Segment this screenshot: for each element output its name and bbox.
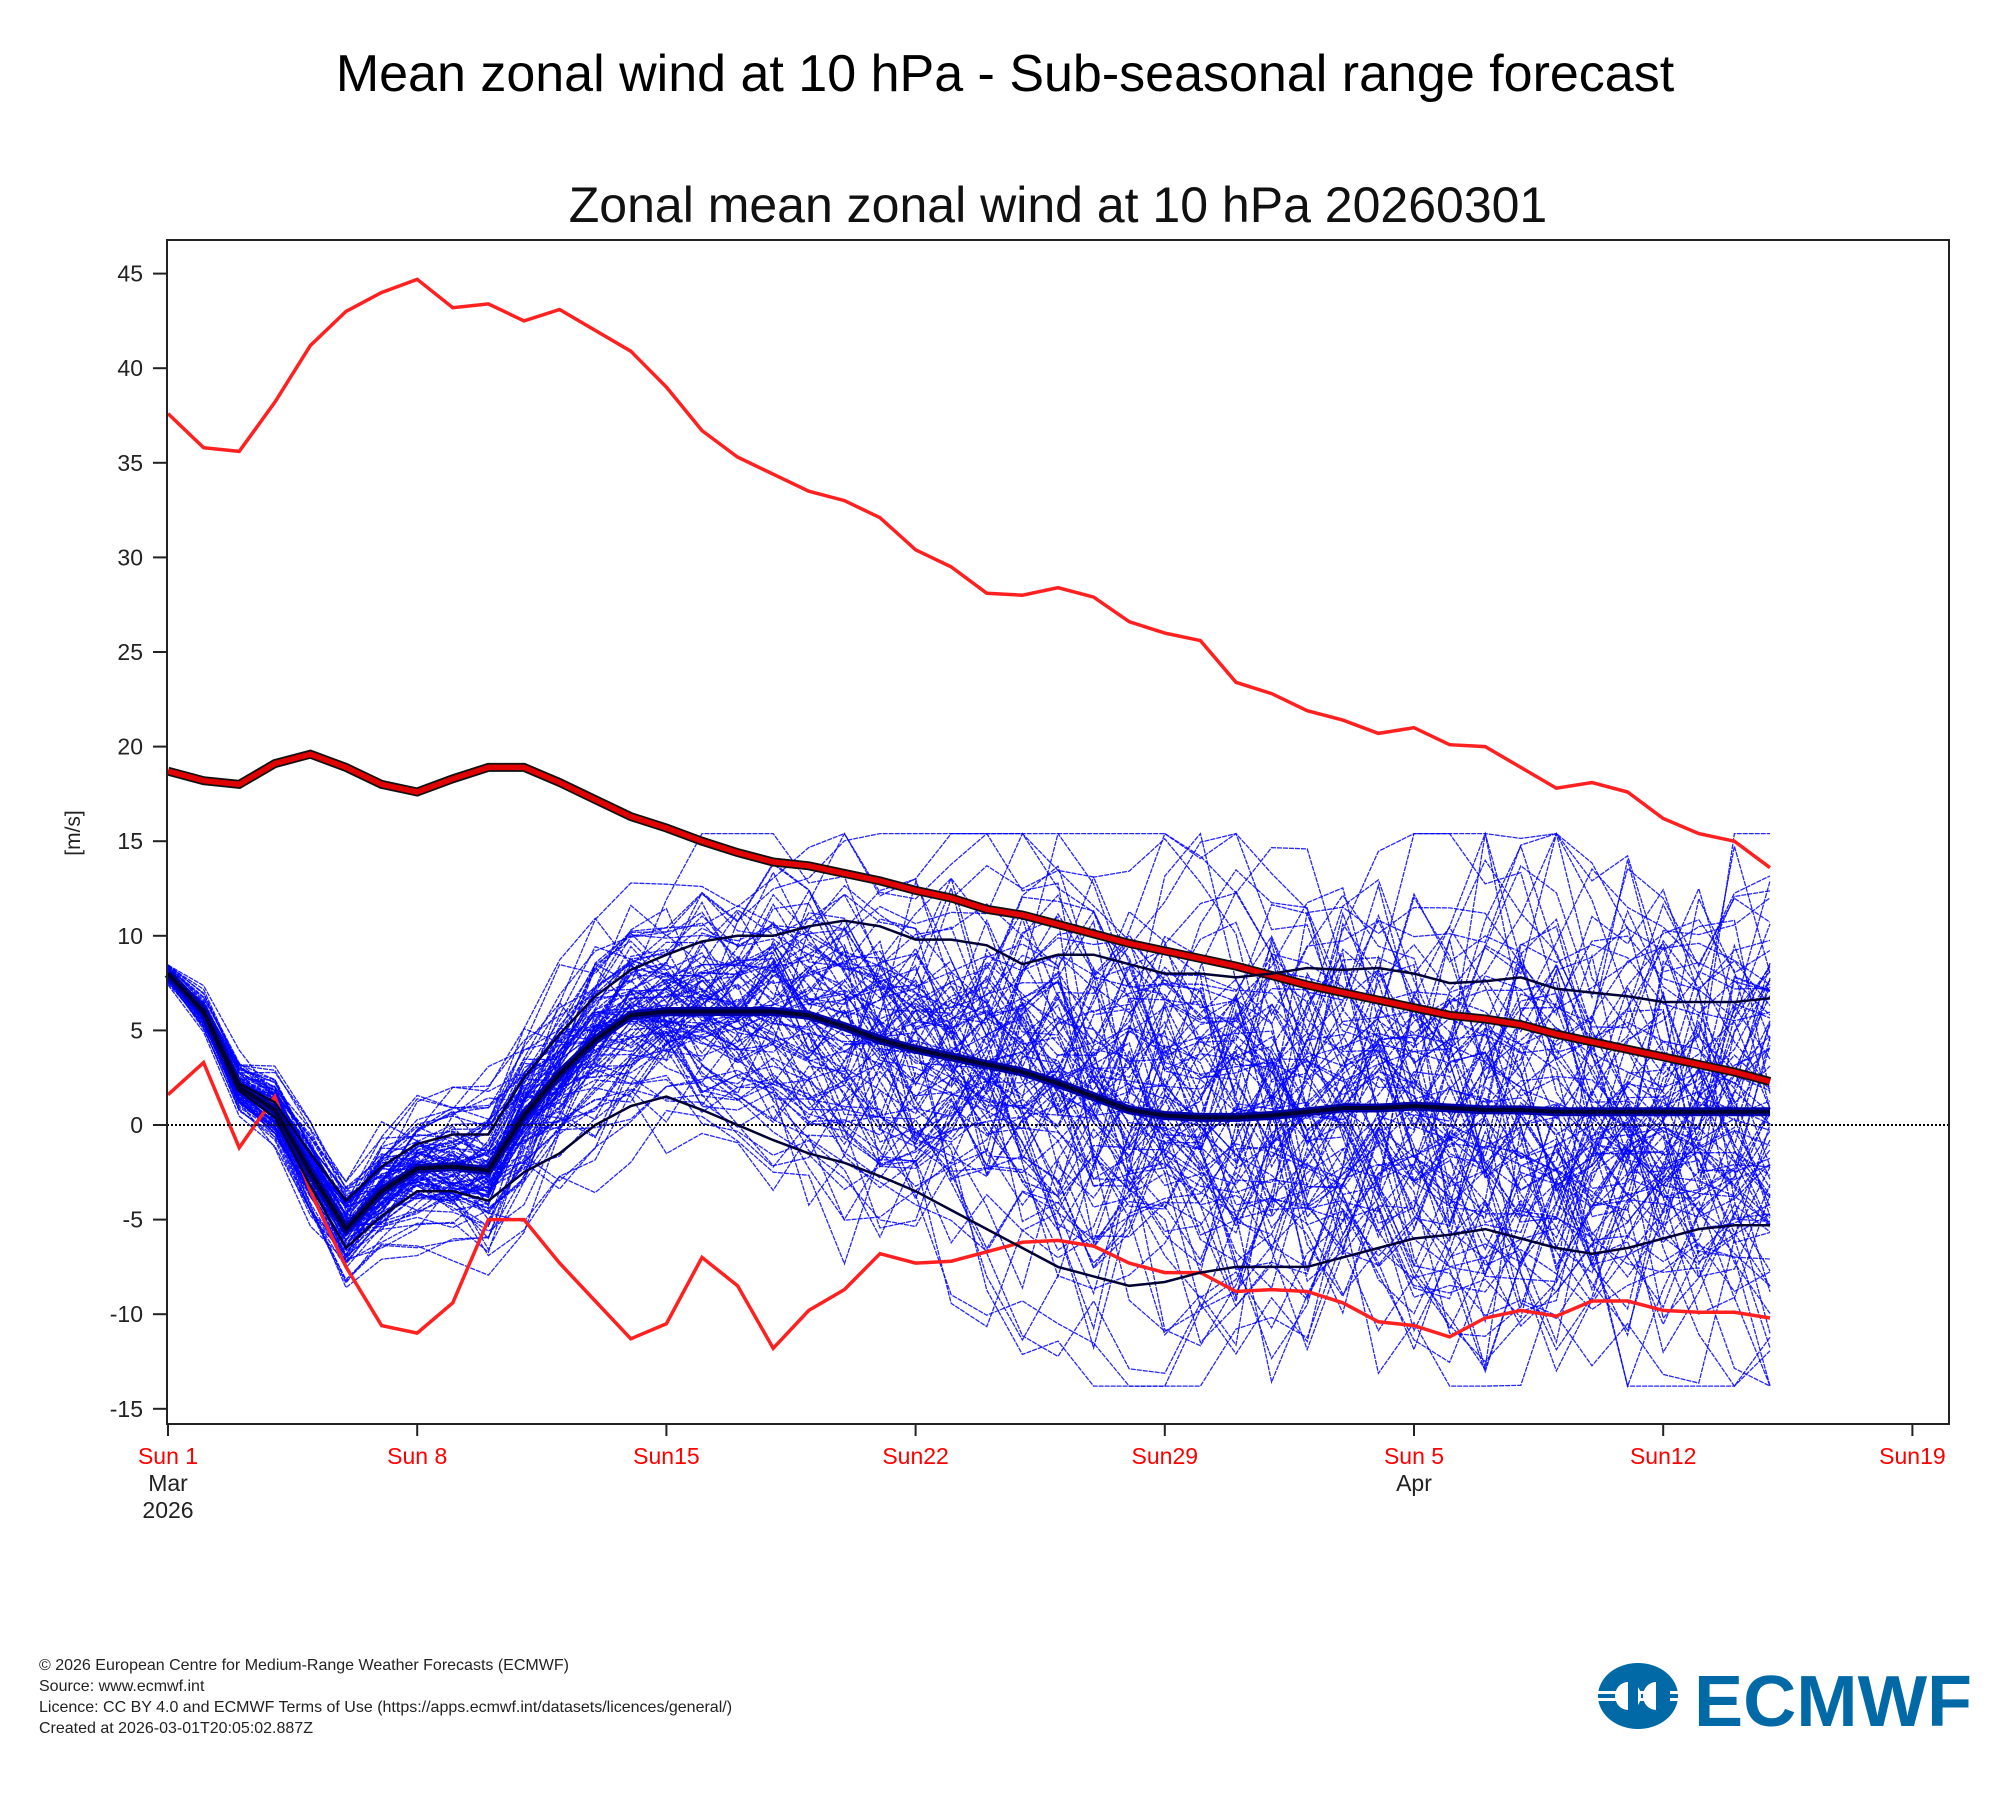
ensemble-member-line <box>167 896 1771 1283</box>
y-tick-label: -15 <box>110 1396 143 1422</box>
ensemble-member-line <box>167 941 1771 1268</box>
plot-frame <box>166 239 1950 1425</box>
ensemble-member-line <box>167 937 1771 1236</box>
ensemble-member-line <box>167 941 1771 1304</box>
y-tick-label: 10 <box>117 923 143 949</box>
x-tick-label: Sun 8 <box>387 1443 447 1469</box>
ensemble-member-line <box>167 972 1771 1298</box>
ensemble-member-line <box>167 975 1771 1289</box>
ensemble-member-line <box>167 832 1771 1183</box>
ensemble-member-line <box>167 887 1771 1218</box>
ensemble-member-line <box>167 969 1771 1308</box>
ensemble-member-line <box>167 884 1771 1250</box>
ensemble-member-line <box>167 970 1771 1241</box>
y-tick-label: 25 <box>117 639 143 665</box>
series-group <box>164 277 1772 1352</box>
ensemble-member-line <box>167 961 1771 1388</box>
x-tick-label: Sun 5 <box>1384 1443 1444 1469</box>
y-tick-label: 40 <box>117 355 143 381</box>
ensemble-percentile-line <box>167 972 1770 1288</box>
ensemble-member-line <box>167 918 1771 1331</box>
x-tick-sublabel: 2026 <box>142 1497 193 1523</box>
ensemble-member-line <box>167 972 1771 1301</box>
x-tick-label: Sun12 <box>1630 1443 1697 1469</box>
x-tick-label: Sun19 <box>1879 1443 1946 1469</box>
ensemble-member-line <box>167 896 1771 1226</box>
ensemble-member-line <box>167 926 1771 1279</box>
ensemble-member-line <box>167 861 1771 1281</box>
x-tick-label: Sun22 <box>882 1443 949 1469</box>
svg-text:ECMWF: ECMWF <box>1694 1662 1972 1732</box>
x-tick-label: Sun15 <box>633 1443 700 1469</box>
ensemble-member-line <box>167 903 1771 1231</box>
ensemble-member-line <box>167 905 1771 1347</box>
ensemble-member-line <box>167 970 1771 1311</box>
source-text: Source: www.ecmwf.int <box>39 1678 205 1695</box>
ensemble-member-line <box>167 832 1771 1384</box>
page-title: Mean zonal wind at 10 hPa - Sub-seasonal… <box>335 45 1675 103</box>
y-axis-label: [m/s] <box>62 810 85 856</box>
ensemble-member-line <box>167 912 1771 1374</box>
x-tick-sublabel: Apr <box>1396 1470 1432 1496</box>
ensemble-member-line <box>167 945 1771 1315</box>
chart: Zonal mean zonal wind at 10 hPa 20260301… <box>62 177 1950 1523</box>
y-tick-label: 30 <box>117 544 143 570</box>
ensemble-member-line <box>167 968 1771 1292</box>
ensemble-member-line <box>167 844 1771 1299</box>
ensemble-member-line <box>167 832 1771 1264</box>
footer: © 2026 European Centre for Medium-Range … <box>39 1655 732 1739</box>
ensemble-member-line <box>167 937 1771 1283</box>
ensemble-member-line <box>167 858 1771 1219</box>
ensemble-member-line <box>167 883 1771 1248</box>
ensemble-member-line <box>167 950 1771 1364</box>
ensemble-member-line <box>167 832 1771 1228</box>
ensemble-member-line <box>167 878 1771 1278</box>
ensemble-mean-line <box>166 972 1770 1233</box>
climatology-mean-outline <box>166 749 1772 1086</box>
ensemble-member-line <box>167 907 1771 1328</box>
ensemble-member-line <box>167 922 1771 1266</box>
ensemble-member-line <box>167 893 1771 1233</box>
climatology-extreme-line <box>166 277 1772 870</box>
copyright-text: © 2026 European Centre for Medium-Range … <box>39 1657 569 1674</box>
y-tick-label: -10 <box>110 1301 143 1327</box>
x-tick-label: Sun 1 <box>138 1443 198 1469</box>
licence-text: Licence: CC BY 4.0 and ECMWF Terms of Us… <box>39 1699 733 1716</box>
created-text: Created at 2026-03-01T20:05:02.887Z <box>39 1720 313 1737</box>
ensemble-member-line <box>167 955 1771 1320</box>
x-tick-label: Sun29 <box>1132 1443 1199 1469</box>
ensemble-member-line <box>167 968 1771 1309</box>
y-tick-label: 5 <box>130 1017 143 1043</box>
ensemble-member-line <box>167 832 1771 1263</box>
climatology-mean-line <box>167 751 1771 1085</box>
ecmwf-logo: ECMWF <box>1598 1662 1972 1732</box>
ensemble-member-line <box>167 946 1771 1283</box>
y-tick-label: 15 <box>117 828 143 854</box>
ensemble-member-line <box>167 966 1771 1250</box>
climatology-extreme-line <box>166 1059 1771 1352</box>
ensemble-member-line <box>167 910 1771 1273</box>
ensemble-member-line <box>167 863 1771 1363</box>
ensemble-percentile-line <box>167 919 1771 1203</box>
ensemble-member-line <box>167 919 1771 1387</box>
y-tick-label: -5 <box>123 1207 143 1233</box>
chart-title: Zonal mean zonal wind at 10 hPa 20260301 <box>569 177 1548 233</box>
y-tick-label: 35 <box>117 450 143 476</box>
y-tick-label: 0 <box>130 1112 143 1138</box>
y-tick-label: 20 <box>117 734 143 760</box>
y-tick-label: 45 <box>117 261 143 287</box>
x-tick-sublabel: Mar <box>148 1470 188 1496</box>
ensemble-member-line <box>167 975 1771 1352</box>
